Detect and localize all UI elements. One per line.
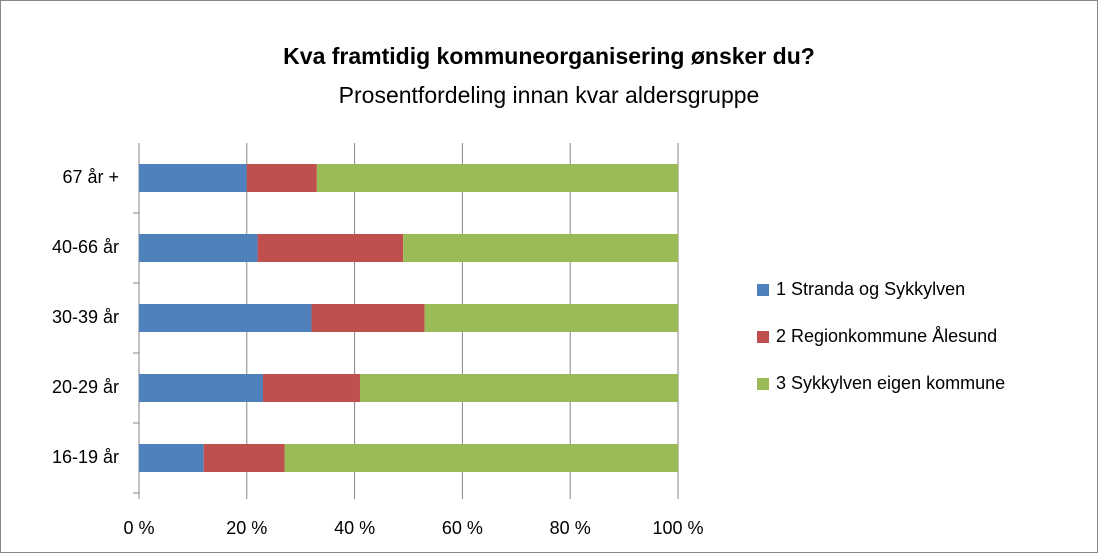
- bar-segment: [139, 164, 247, 192]
- chart-title: Kva framtidig kommuneorganisering ønsker…: [283, 43, 815, 69]
- bar-segment: [203, 444, 285, 472]
- legend-label: 3 Sykkylven eigen kommune: [776, 373, 1005, 393]
- x-tick-label: 60 %: [442, 518, 483, 538]
- legend-swatch: [757, 331, 769, 343]
- y-tick-label: 40-66 år: [52, 237, 119, 257]
- legend-label: 2 Regionkommune Ålesund: [776, 326, 997, 346]
- bar-segment: [139, 444, 204, 472]
- x-tick-label: 100 %: [652, 518, 703, 538]
- bar-segment: [139, 234, 258, 262]
- bar-segment: [139, 304, 312, 332]
- legend-swatch: [757, 284, 769, 296]
- x-tick-label: 80 %: [550, 518, 591, 538]
- legend-label: 1 Stranda og Sykkylven: [776, 279, 965, 299]
- bar-segment: [403, 234, 678, 262]
- legend-swatch: [757, 378, 769, 390]
- y-tick-label: 16-19 år: [52, 447, 119, 467]
- x-tick-label: 20 %: [226, 518, 267, 538]
- bar-segment: [257, 234, 404, 262]
- bar-segment: [139, 374, 263, 402]
- y-tick-label: 67 år +: [62, 167, 119, 187]
- bar-segment: [246, 164, 317, 192]
- bar-segment: [284, 444, 678, 472]
- bar-segment: [262, 374, 360, 402]
- y-tick-label: 30-39 år: [52, 307, 119, 327]
- x-tick-label: 0 %: [123, 518, 154, 538]
- bar-segment: [311, 304, 425, 332]
- x-tick-label: 40 %: [334, 518, 375, 538]
- bar-segment: [359, 374, 678, 402]
- bar-segment: [316, 164, 678, 192]
- bar-segment: [424, 304, 678, 332]
- chart-subtitle: Prosentfordeling innan kvar aldersgruppe: [339, 82, 760, 108]
- y-tick-label: 20-29 år: [52, 377, 119, 397]
